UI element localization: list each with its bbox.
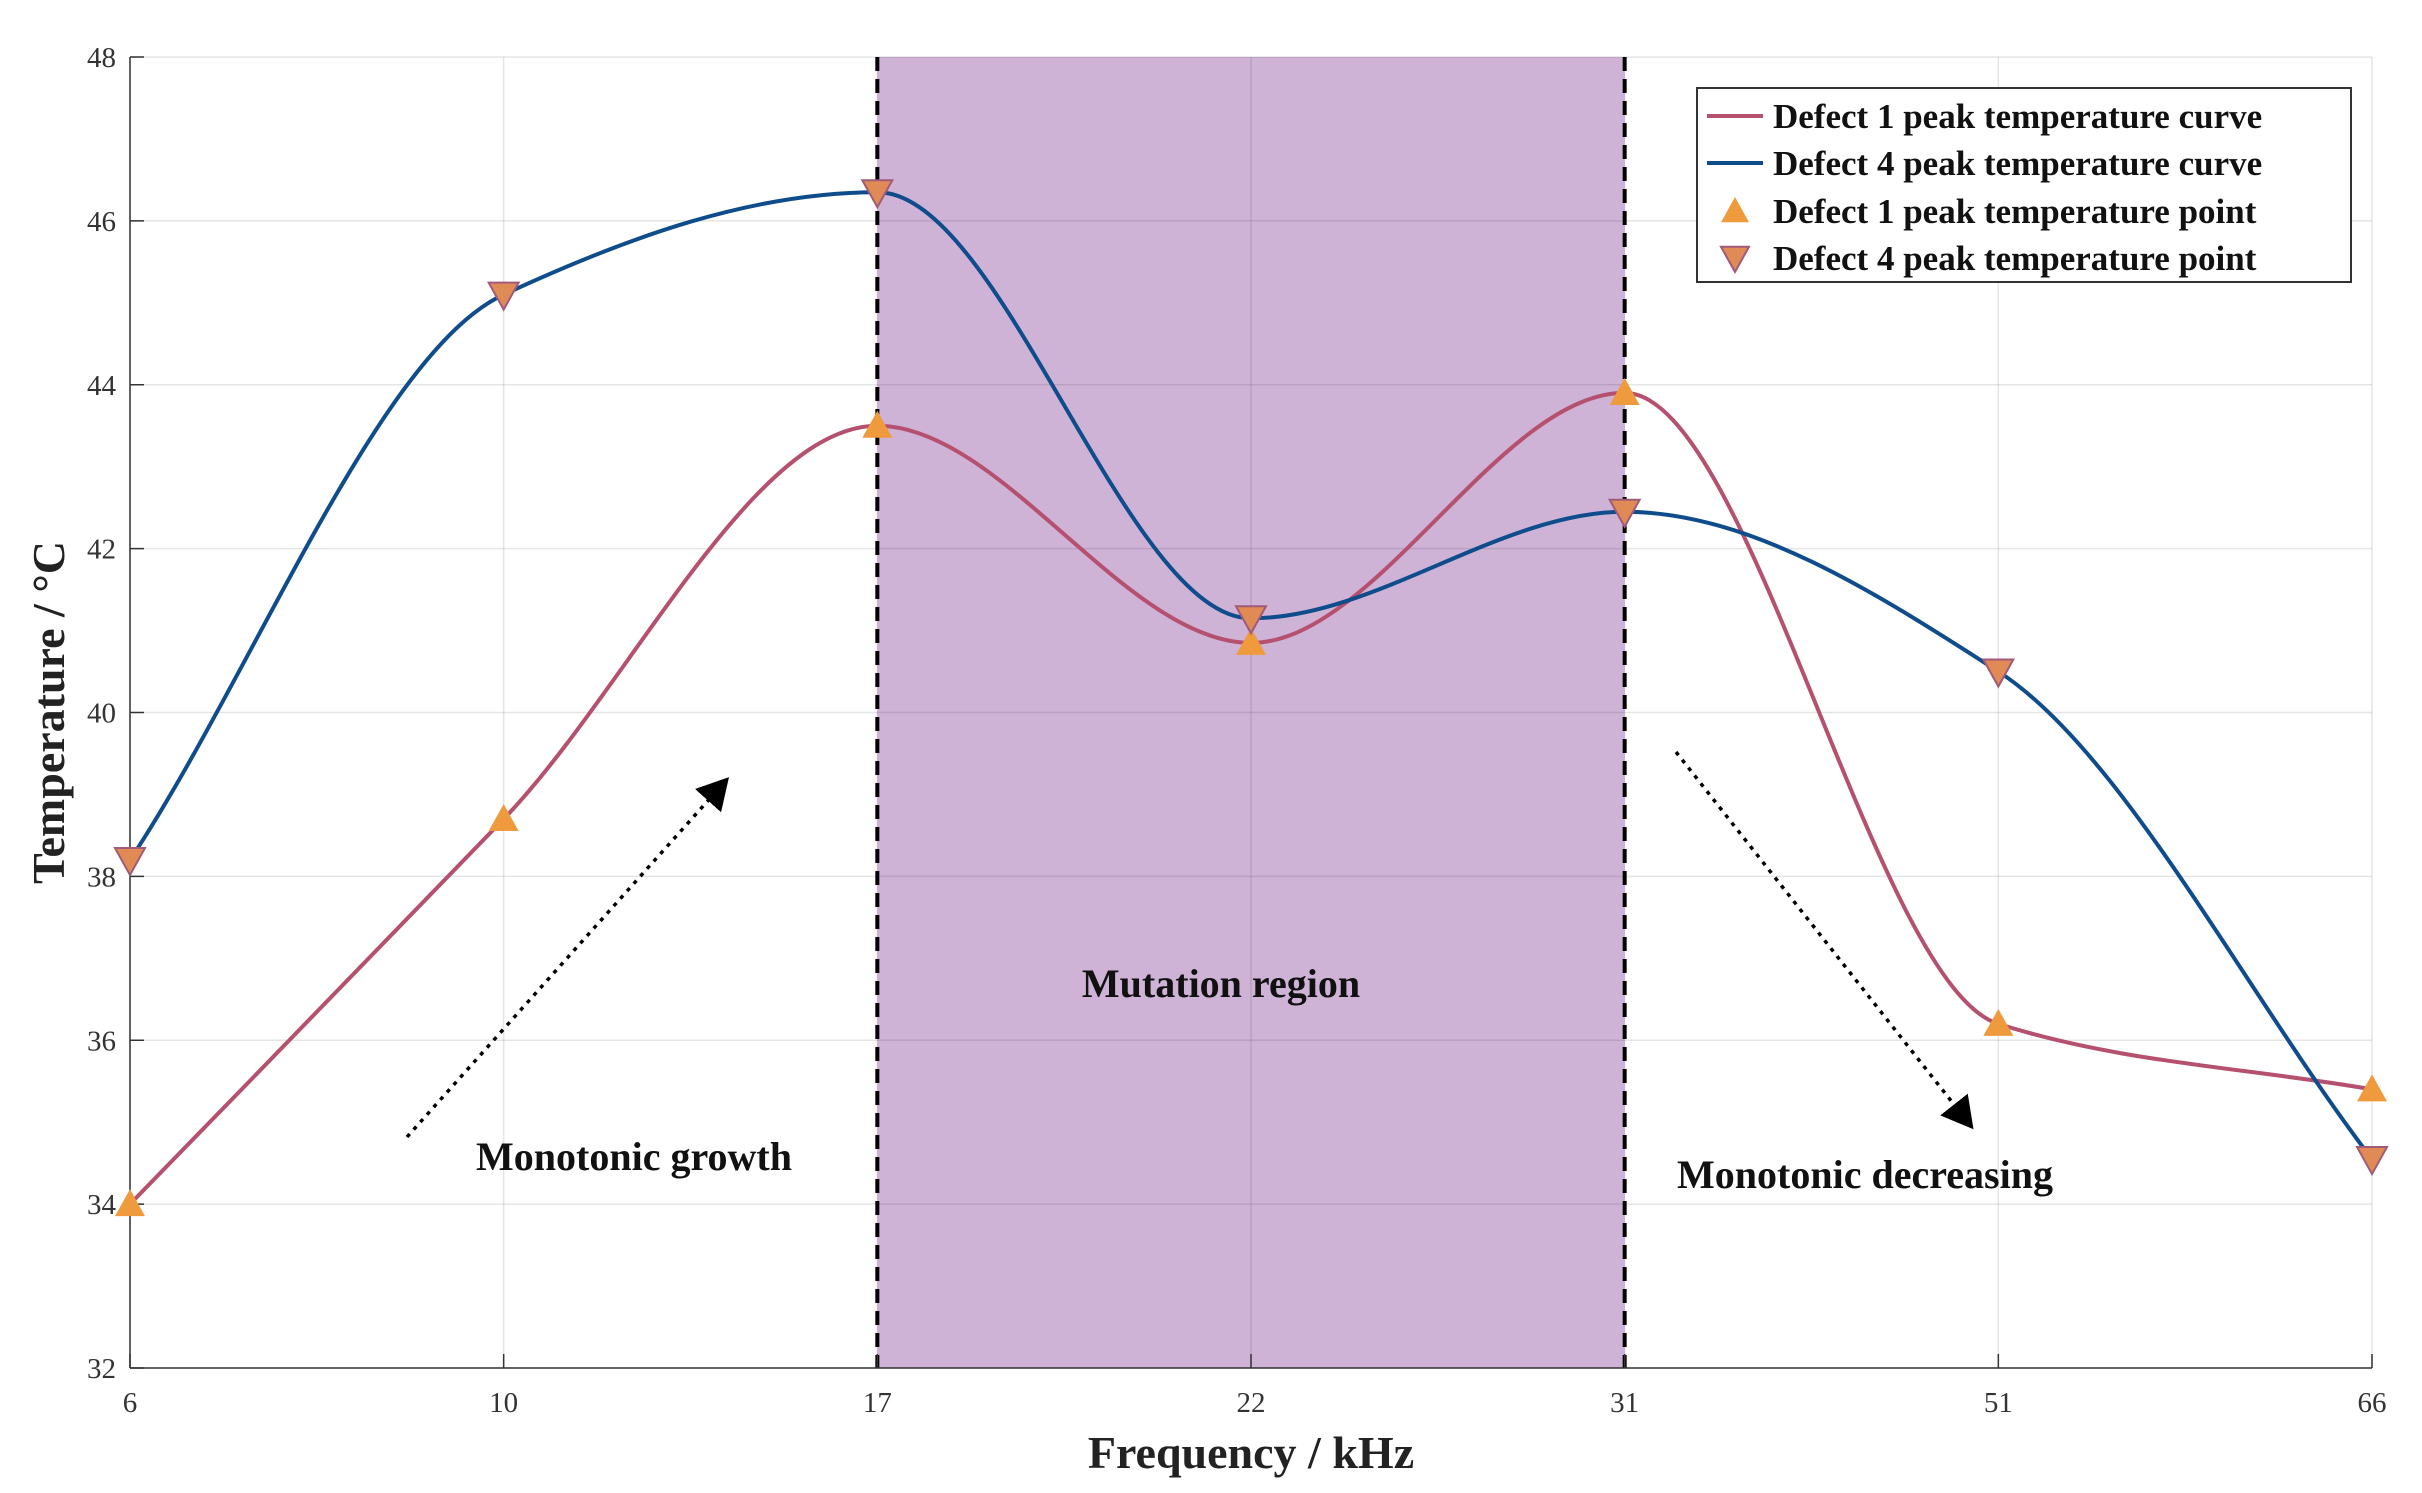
series-2-curve bbox=[128, 190, 2374, 1161]
series-1-point-51 bbox=[1983, 1008, 2014, 1036]
annotation-monotonic-decreasing: Monotonic decreasing bbox=[1677, 1152, 2053, 1197]
series-2-point-31 bbox=[1607, 498, 1642, 529]
mutation-region-label: Mutation region bbox=[1082, 961, 1360, 1006]
x-tick-label-10: 10 bbox=[489, 1387, 518, 1419]
x-tick-label-51: 51 bbox=[1984, 1387, 2013, 1419]
y-tick-label-48: 48 bbox=[87, 42, 116, 74]
y-tick-label-46: 46 bbox=[87, 206, 116, 238]
y-tick-label-42: 42 bbox=[87, 534, 116, 566]
legend-box bbox=[1696, 87, 2352, 283]
series-1-point-66 bbox=[2357, 1074, 2387, 1102]
series-2-point-17 bbox=[860, 179, 895, 210]
x-tick-label-22: 22 bbox=[1237, 1387, 1266, 1419]
x-tick-label-31: 31 bbox=[1610, 1387, 1639, 1419]
y-tick-label-34: 34 bbox=[87, 1189, 117, 1221]
series-1-point-6 bbox=[115, 1189, 145, 1217]
y-tick-label-40: 40 bbox=[87, 698, 116, 730]
series-1-point-17 bbox=[862, 410, 893, 438]
legend-swatch-series-2-point bbox=[1719, 245, 1751, 275]
mutation-region-shade bbox=[877, 57, 1625, 1368]
y-tick-label-32: 32 bbox=[87, 1353, 116, 1385]
legend-label-series-1-point: Defect 1 peak temperature point bbox=[1773, 192, 2257, 231]
series-1-point-22 bbox=[1236, 627, 1266, 655]
series-2-point-6 bbox=[113, 846, 147, 878]
series-2-point-22 bbox=[1234, 605, 1268, 636]
series-1-point-31 bbox=[1609, 377, 1640, 405]
series-1-point-10 bbox=[488, 804, 519, 832]
legend-label-series-1-curve: Defect 1 peak temperature curve bbox=[1773, 97, 2262, 136]
y-tick-label-36: 36 bbox=[87, 1025, 116, 1057]
arrow-decreasing bbox=[1674, 750, 1974, 1130]
series-2-point-51 bbox=[1981, 658, 2016, 689]
x-tick-label-66: 66 bbox=[2358, 1387, 2387, 1419]
legend-label-series-2-point: Defect 4 peak temperature point bbox=[1773, 239, 2257, 278]
y-tick-label-44: 44 bbox=[87, 370, 117, 402]
legend-swatch-series-1-point bbox=[1721, 197, 1749, 223]
series-2-point-10 bbox=[486, 281, 521, 312]
y-tick-label-38: 38 bbox=[87, 861, 116, 893]
x-tick-label-6: 6 bbox=[123, 1387, 138, 1419]
arrow-growth bbox=[405, 777, 730, 1139]
annotation-monotonic-growth: Monotonic growth bbox=[476, 1134, 792, 1179]
y-axis-title: Temperature / °C bbox=[23, 541, 74, 884]
x-axis-title: Frequency / kHz bbox=[1088, 1427, 1414, 1478]
x-tick-label-17: 17 bbox=[863, 1387, 892, 1419]
legend-label-series-2-curve: Defect 4 peak temperature curve bbox=[1773, 144, 2262, 183]
series-2-point-66 bbox=[2355, 1146, 2389, 1177]
